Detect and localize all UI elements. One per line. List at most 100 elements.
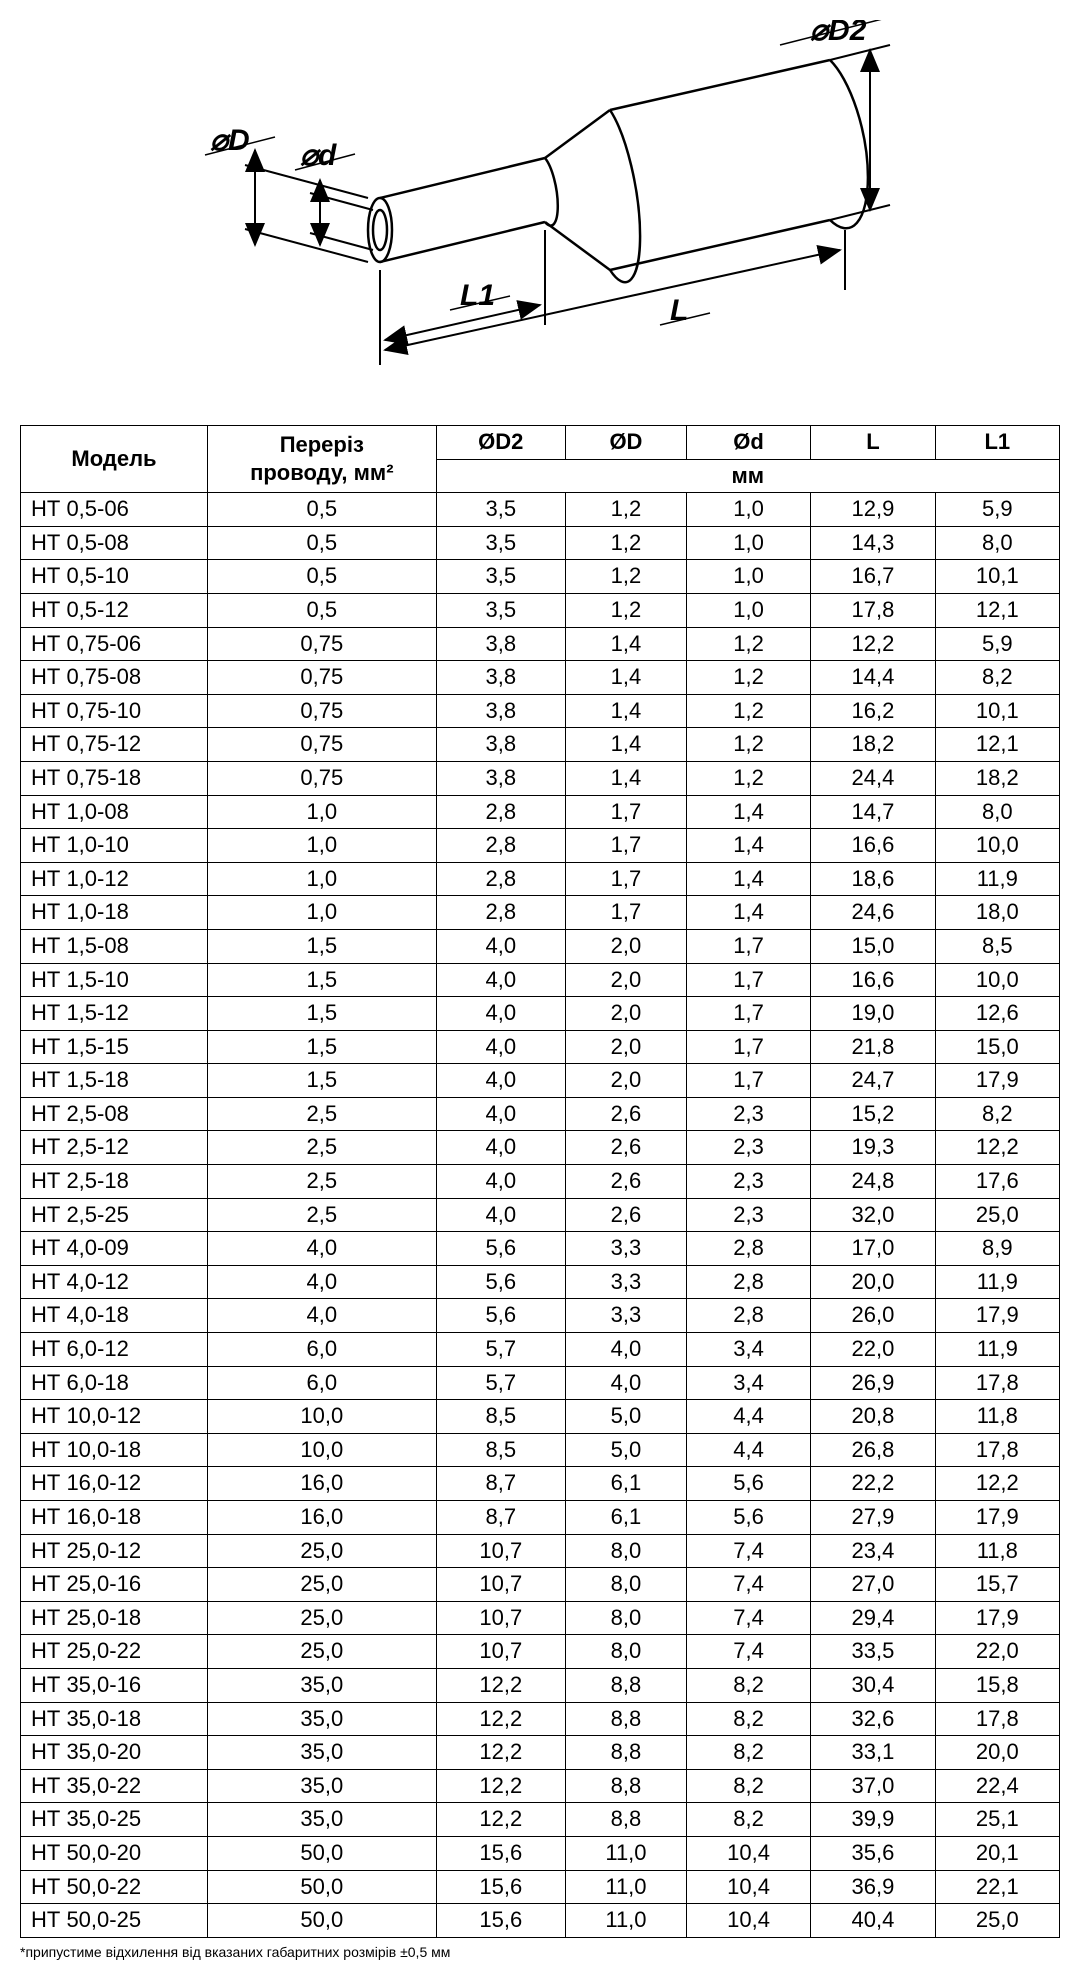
- table-cell: 10,0: [208, 1400, 437, 1434]
- table-cell: 2,6: [565, 1131, 686, 1165]
- table-cell: 2,5: [208, 1097, 437, 1131]
- table-cell: 2,5: [208, 1131, 437, 1165]
- table-cell: 15,7: [935, 1568, 1059, 1602]
- table-cell: НТ 1,0-12: [21, 862, 208, 896]
- table-cell: 1,2: [565, 560, 686, 594]
- table-cell: 19,3: [811, 1131, 935, 1165]
- table-cell: 35,0: [208, 1769, 437, 1803]
- table-cell: 24,8: [811, 1165, 935, 1199]
- table-cell: 1,2: [686, 694, 810, 728]
- table-cell: НТ 1,5-12: [21, 997, 208, 1031]
- table-cell: НТ 4,0-09: [21, 1232, 208, 1266]
- table-cell: 32,6: [811, 1702, 935, 1736]
- table-cell: НТ 50,0-20: [21, 1836, 208, 1870]
- table-cell: 5,6: [436, 1232, 565, 1266]
- table-cell: 7,4: [686, 1601, 810, 1635]
- table-row: НТ 35,0-2535,012,28,88,239,925,1: [21, 1803, 1060, 1837]
- table-cell: 26,0: [811, 1299, 935, 1333]
- table-cell: 17,6: [935, 1165, 1059, 1199]
- table-cell: 2,0: [565, 963, 686, 997]
- table-cell: НТ 0,75-18: [21, 761, 208, 795]
- table-row: НТ 35,0-1635,012,28,88,230,415,8: [21, 1668, 1060, 1702]
- table-cell: 3,5: [436, 593, 565, 627]
- table-cell: 17,8: [811, 593, 935, 627]
- th-L1: L1: [935, 426, 1059, 460]
- table-row: НТ 10,0-1210,08,55,04,420,811,8: [21, 1400, 1060, 1434]
- table-cell: 8,2: [686, 1736, 810, 1770]
- table-cell: 2,0: [565, 1064, 686, 1098]
- table-cell: 1,2: [686, 761, 810, 795]
- table-cell: 25,0: [208, 1534, 437, 1568]
- table-cell: 1,4: [686, 862, 810, 896]
- table-row: НТ 0,75-100,753,81,41,216,210,1: [21, 694, 1060, 728]
- table-cell: 5,6: [436, 1299, 565, 1333]
- table-cell: 20,1: [935, 1836, 1059, 1870]
- table-cell: 1,7: [565, 896, 686, 930]
- table-cell: 16,0: [208, 1467, 437, 1501]
- th-d: Ød: [686, 426, 810, 460]
- table-row: НТ 0,75-060,753,81,41,212,25,9: [21, 627, 1060, 661]
- table-cell: 12,2: [436, 1702, 565, 1736]
- table-cell: 8,5: [935, 929, 1059, 963]
- table-cell: НТ 25,0-18: [21, 1601, 208, 1635]
- table-cell: 17,8: [935, 1366, 1059, 1400]
- table-row: НТ 1,0-101,02,81,71,416,610,0: [21, 829, 1060, 863]
- table-cell: 25,0: [208, 1635, 437, 1669]
- table-cell: 1,4: [686, 795, 810, 829]
- table-cell: 2,8: [436, 829, 565, 863]
- table-cell: 4,0: [436, 1030, 565, 1064]
- table-cell: 4,0: [436, 963, 565, 997]
- table-cell: НТ 2,5-25: [21, 1198, 208, 1232]
- table-cell: 36,9: [811, 1870, 935, 1904]
- table-cell: 8,9: [935, 1232, 1059, 1266]
- table-cell: 1,0: [208, 829, 437, 863]
- table-cell: 2,3: [686, 1131, 810, 1165]
- table-cell: 0,5: [208, 560, 437, 594]
- table-cell: 6,0: [208, 1333, 437, 1367]
- table-cell: 2,5: [208, 1198, 437, 1232]
- table-cell: 1,0: [686, 560, 810, 594]
- table-cell: 24,4: [811, 761, 935, 795]
- table-cell: 10,7: [436, 1568, 565, 1602]
- table-row: НТ 25,0-1225,010,78,07,423,411,8: [21, 1534, 1060, 1568]
- table-cell: НТ 16,0-12: [21, 1467, 208, 1501]
- table-cell: НТ 25,0-12: [21, 1534, 208, 1568]
- table-cell: 2,3: [686, 1198, 810, 1232]
- table-cell: НТ 1,5-08: [21, 929, 208, 963]
- table-cell: 40,4: [811, 1904, 935, 1938]
- table-cell: 15,0: [935, 1030, 1059, 1064]
- table-cell: 4,0: [436, 929, 565, 963]
- table-row: НТ 0,5-060,53,51,21,012,95,9: [21, 493, 1060, 527]
- table-row: НТ 2,5-082,54,02,62,315,28,2: [21, 1097, 1060, 1131]
- table-cell: 26,8: [811, 1433, 935, 1467]
- table-cell: 8,8: [565, 1769, 686, 1803]
- table-cell: 35,0: [208, 1668, 437, 1702]
- table-cell: 0,5: [208, 593, 437, 627]
- table-cell: 17,9: [935, 1501, 1059, 1535]
- table-cell: 10,1: [935, 694, 1059, 728]
- table-cell: 3,5: [436, 560, 565, 594]
- table-cell: 0,5: [208, 493, 437, 527]
- table-cell: 17,8: [935, 1702, 1059, 1736]
- table-cell: 15,6: [436, 1870, 565, 1904]
- table-cell: 17,9: [935, 1601, 1059, 1635]
- table-cell: 1,0: [686, 593, 810, 627]
- table-cell: 17,9: [935, 1064, 1059, 1098]
- table-cell: НТ 50,0-25: [21, 1904, 208, 1938]
- table-cell: 1,2: [686, 728, 810, 762]
- table-cell: 11,0: [565, 1836, 686, 1870]
- table-cell: 12,2: [935, 1131, 1059, 1165]
- table-row: НТ 2,5-122,54,02,62,319,312,2: [21, 1131, 1060, 1165]
- table-cell: НТ 35,0-20: [21, 1736, 208, 1770]
- table-cell: НТ 2,5-12: [21, 1131, 208, 1165]
- table-cell: 39,9: [811, 1803, 935, 1837]
- table-row: НТ 50,0-2250,015,611,010,436,922,1: [21, 1870, 1060, 1904]
- table-cell: НТ 1,5-15: [21, 1030, 208, 1064]
- table-cell: 1,2: [565, 526, 686, 560]
- table-cell: НТ 10,0-12: [21, 1400, 208, 1434]
- table-cell: 2,0: [565, 1030, 686, 1064]
- table-cell: 4,0: [565, 1333, 686, 1367]
- table-cell: 8,0: [935, 526, 1059, 560]
- table-cell: 11,8: [935, 1534, 1059, 1568]
- table-cell: 8,5: [436, 1433, 565, 1467]
